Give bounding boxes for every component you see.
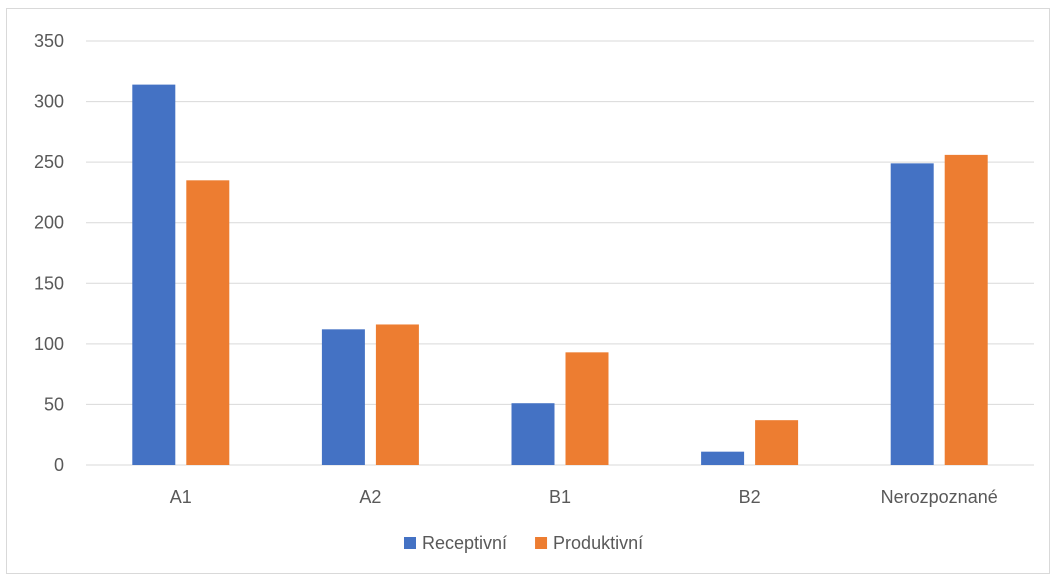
bar [755,420,799,465]
bars [132,84,988,466]
y-tick-label: 350 [34,31,64,51]
bar [186,180,230,466]
y-tick-label: 150 [34,273,64,293]
bar [565,352,609,465]
x-tick-label: A2 [359,487,381,507]
x-tick-label: A1 [170,487,192,507]
y-tick-label: 50 [44,394,64,414]
legend-swatch [404,537,416,549]
bar [701,451,745,465]
bar [132,84,176,466]
bar [511,403,555,465]
y-tick-label: 300 [34,92,64,112]
bar [944,154,988,466]
y-tick-label: 250 [34,152,64,172]
legend-label: Receptivní [422,533,507,553]
y-tick-label: 200 [34,213,64,233]
x-tick-label: B1 [549,487,571,507]
chart-frame [6,8,1050,574]
y-tick-label: 100 [34,334,64,354]
x-tick-label: Nerozpoznané [881,487,998,507]
bar [890,163,934,465]
bar [375,324,419,465]
legend: Receptivní Produktivní [404,533,643,553]
bar [321,329,365,465]
y-axis-ticks: 0 50 100 150 200 250 300 350 [34,31,64,475]
x-axis-labels: A1 A2 B1 B2 Nerozpoznané [170,487,998,507]
legend-swatch [535,537,548,549]
gridlines [86,40,1034,466]
legend-label: Produktivní [553,533,643,553]
x-tick-label: B2 [739,487,761,507]
y-tick-label: 0 [54,455,64,475]
